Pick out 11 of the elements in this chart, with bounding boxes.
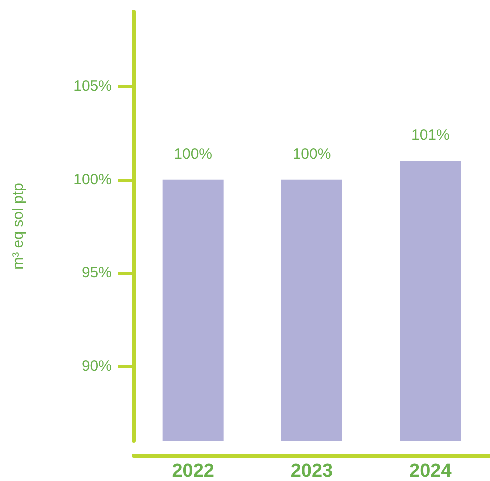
y-axis-title: m³ eq sol ptp bbox=[10, 183, 27, 270]
data-label: 100% bbox=[174, 146, 213, 163]
data-label: 100% bbox=[292, 146, 332, 163]
y-tick-label: 90% bbox=[82, 358, 112, 375]
x-tick-label: 2024 bbox=[410, 461, 452, 481]
y-tick-label: 95% bbox=[82, 264, 112, 282]
x-tick-label: 2023 bbox=[290, 461, 334, 481]
y-tick-label: 100% bbox=[74, 171, 112, 188]
x-tick-label: 2022 bbox=[172, 461, 214, 481]
y-tick-label: 105% bbox=[74, 78, 112, 96]
data-label: 101% bbox=[411, 127, 450, 144]
